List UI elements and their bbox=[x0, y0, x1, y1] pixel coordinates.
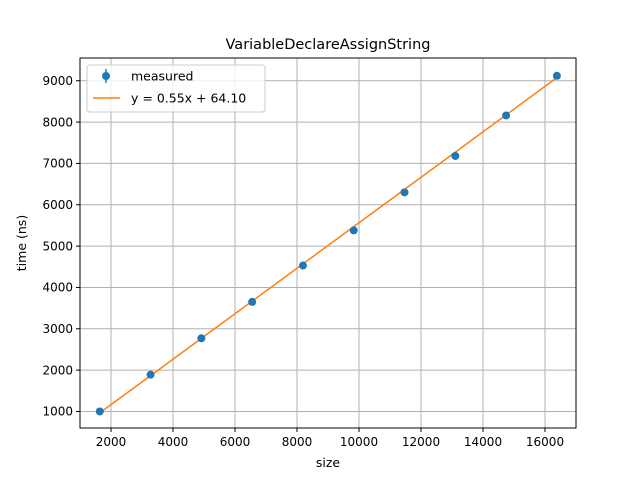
data-point bbox=[197, 334, 206, 343]
x-tick-label: 12000 bbox=[402, 435, 440, 449]
y-tick-label: 9000 bbox=[42, 74, 73, 88]
x-axis-label: size bbox=[316, 455, 341, 470]
data-point bbox=[400, 188, 409, 197]
data-point bbox=[451, 151, 460, 160]
data-point bbox=[248, 297, 257, 306]
fit-line-layer bbox=[99, 77, 558, 414]
y-tick-label: 2000 bbox=[42, 363, 73, 377]
legend-label-measured: measured bbox=[131, 69, 193, 84]
grid bbox=[80, 58, 576, 428]
y-tick-label: 5000 bbox=[42, 239, 73, 253]
data-point bbox=[146, 370, 155, 379]
x-tick-label: 4000 bbox=[158, 435, 189, 449]
x-axis-ticks: 2000 4000 6000 8000 10000 12000 14000 16000 bbox=[96, 428, 564, 449]
legend-label-fit: y = 0.55x + 64.10 bbox=[131, 91, 246, 106]
legend-point-marker bbox=[102, 72, 110, 80]
plot-frame bbox=[79, 57, 577, 429]
x-tick-label: 14000 bbox=[464, 435, 502, 449]
y-tick-label: 6000 bbox=[42, 198, 73, 212]
fit-line bbox=[99, 77, 558, 414]
y-tick-label: 7000 bbox=[42, 157, 73, 171]
chart-title: VariableDeclareAssignString bbox=[226, 37, 431, 53]
x-tick-label: 2000 bbox=[96, 435, 127, 449]
data-point bbox=[502, 111, 511, 120]
x-tick-label: 6000 bbox=[220, 435, 251, 449]
y-tick-label: 3000 bbox=[42, 322, 73, 336]
x-tick-label: 8000 bbox=[282, 435, 313, 449]
y-tick-label: 8000 bbox=[42, 115, 73, 129]
x-tick-label: 10000 bbox=[340, 435, 378, 449]
data-point bbox=[552, 71, 561, 80]
x-tick-label: 16000 bbox=[526, 435, 564, 449]
data-point bbox=[349, 226, 358, 235]
legend-frame bbox=[86, 64, 266, 113]
data-point bbox=[298, 261, 307, 270]
y-tick-label: 1000 bbox=[42, 405, 73, 419]
y-axis-ticks: 1000 2000 3000 4000 5000 6000 7000 8000 9000 bbox=[42, 74, 80, 419]
data-point bbox=[95, 407, 104, 416]
points-layer bbox=[95, 71, 561, 416]
legend: measured y = 0.55x + 64.10 bbox=[86, 64, 266, 113]
y-axis-label: time (ns) bbox=[14, 215, 29, 271]
y-tick-label: 4000 bbox=[42, 281, 73, 295]
